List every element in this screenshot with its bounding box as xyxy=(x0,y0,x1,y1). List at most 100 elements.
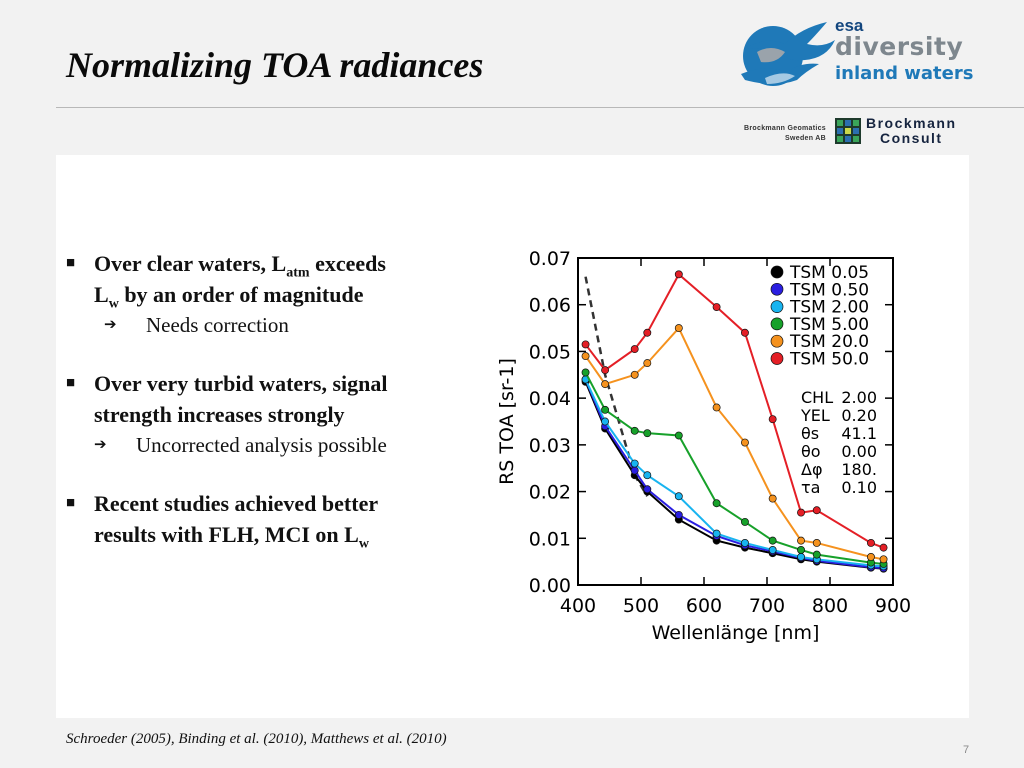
sub-bullet-needs-correction: ➔ Needs correction xyxy=(66,310,466,341)
sub-bullet-1-text: Needs correction xyxy=(146,313,289,337)
data-point xyxy=(797,553,805,561)
data-point xyxy=(674,324,683,333)
bullet-2-line-2: strength increases strongly xyxy=(94,402,345,427)
brockmann-geomatics-logo: Brockmann Geomatics Sweden AB xyxy=(728,124,826,144)
bullet-list: ■ Over clear waters, Latm exceeds Lw by … xyxy=(66,248,466,552)
arrow-right-icon: ➔ xyxy=(104,317,117,333)
series-line xyxy=(584,379,884,570)
legend-marker xyxy=(770,317,784,331)
data-point xyxy=(601,380,610,389)
bullet-3-subscript-w: w xyxy=(358,536,369,552)
bullet-1-line-1: Over clear waters, Latm exceeds xyxy=(94,248,466,281)
sub-bullet-2-text: Uncorrected analysis possible xyxy=(136,433,387,457)
data-point xyxy=(630,466,639,475)
legend-marker xyxy=(770,334,784,348)
data-point xyxy=(867,539,875,547)
series-line xyxy=(584,381,884,570)
data-point xyxy=(674,492,683,501)
x-tick-label: 900 xyxy=(875,595,911,617)
plot-frame xyxy=(577,257,894,586)
partner1-line1: Brockmann Geomatics xyxy=(744,125,826,132)
bullet-1-text-b: exceeds xyxy=(309,251,386,276)
series-line xyxy=(584,371,884,565)
y-tick-label: 0.07 xyxy=(529,248,571,270)
bullet-recent-studies: ■ Recent studies achieved better results… xyxy=(66,488,466,552)
parameter-value: 180. xyxy=(841,460,877,479)
y-tick-label: 0.02 xyxy=(529,482,571,504)
bullet-1-text-c: L xyxy=(94,282,109,307)
square-bullet-icon: ■ xyxy=(66,255,76,271)
partner2-line2: Consult xyxy=(879,130,943,146)
rs-toa-chart: 0.00 0.01 0.02 0.03 0.04 0.05 0.06 0.07 400 500 60… xyxy=(496,248,911,644)
title-divider xyxy=(56,107,1024,108)
diversity-logo: esa diversity inland waters xyxy=(735,12,975,92)
data-point xyxy=(712,403,721,412)
brockmann-consult-logo: Brockmann Consult xyxy=(866,116,957,146)
data-point xyxy=(581,352,590,361)
logo-diversity-text: diversity xyxy=(835,32,964,61)
x-tick-label: 700 xyxy=(749,595,785,617)
bird-fish-logo-icon xyxy=(741,22,835,86)
bullet-1-subscript-atm: atm xyxy=(286,265,310,281)
data-point xyxy=(741,517,749,526)
parameter-symbol: Δφ xyxy=(801,460,823,479)
data-point xyxy=(674,510,683,519)
parameter-value: 0.10 xyxy=(841,478,877,497)
y-axis-label: RS TOA [sr-1] xyxy=(496,358,518,485)
bullet-turbid-waters: ■ Over very turbid waters, signal streng… xyxy=(66,368,466,430)
bullet-3-line-1: Recent studies achieved better xyxy=(94,491,379,516)
sub-bullet-uncorrected: ➔ Uncorrected analysis possible xyxy=(66,430,466,461)
parameter-value: 2.00 xyxy=(841,388,877,407)
dashed-reference-curve xyxy=(584,276,649,497)
data-point xyxy=(812,550,821,559)
y-tick-label: 0.05 xyxy=(529,341,571,363)
data-point xyxy=(601,405,610,414)
x-tick-label: 800 xyxy=(812,595,848,617)
slide-title: Normalizing TOA radiances xyxy=(66,45,484,85)
citation: Schroeder (2005), Binding et al. (2010),… xyxy=(66,731,447,747)
data-point xyxy=(601,417,610,426)
data-point xyxy=(643,471,652,480)
data-point xyxy=(581,368,590,377)
legend-marker xyxy=(770,265,784,279)
bullet-3-text-a: results with FLH, MCI on L xyxy=(94,522,359,547)
data-point xyxy=(630,426,639,435)
bullet-3-line-2: results with FLH, MCI on Lw xyxy=(94,519,466,552)
data-point xyxy=(812,539,821,547)
bullet-1-subscript-w: w xyxy=(108,296,119,312)
legend-marker xyxy=(770,282,784,296)
series-line xyxy=(584,379,884,568)
data-point xyxy=(741,438,749,447)
data-point xyxy=(797,536,805,545)
data-point xyxy=(630,370,639,379)
bullet-1-line-2: Lw by an order of magnitude xyxy=(94,279,466,312)
data-point xyxy=(741,539,749,547)
partner-logos: Brockmann Geomatics Sweden AB Brockmann … xyxy=(728,116,978,152)
square-bullet-icon: ■ xyxy=(66,375,76,391)
data-point xyxy=(712,529,721,538)
y-tick-label: 0.01 xyxy=(529,528,571,550)
data-point xyxy=(879,555,888,564)
data-point xyxy=(643,359,652,368)
data-point xyxy=(879,543,888,552)
data-point xyxy=(768,415,777,424)
data-point xyxy=(797,508,805,517)
bullet-clear-waters: ■ Over clear waters, Latm exceeds Lw by … xyxy=(66,248,466,312)
data-point xyxy=(768,536,777,545)
y-tick-label: 0.03 xyxy=(529,435,571,457)
content-panel xyxy=(56,155,969,718)
parameter-value: 41.1 xyxy=(841,424,877,443)
legend-label: TSM 0.05 xyxy=(789,263,869,283)
x-axis-label: Wellenlänge [nm] xyxy=(652,622,820,644)
parameter-value: 0.20 xyxy=(841,406,877,425)
data-point xyxy=(768,494,777,503)
data-point xyxy=(630,459,639,468)
data-point xyxy=(581,340,590,349)
parameter-symbol: CHL xyxy=(801,388,833,407)
x-tick-label: 500 xyxy=(623,595,659,617)
legend-label: TSM 2.00 xyxy=(789,298,869,318)
data-point xyxy=(797,546,805,554)
data-point xyxy=(643,485,652,494)
parameter-symbol: θs xyxy=(801,424,819,443)
partner2-line1: Brockmann xyxy=(866,115,957,131)
